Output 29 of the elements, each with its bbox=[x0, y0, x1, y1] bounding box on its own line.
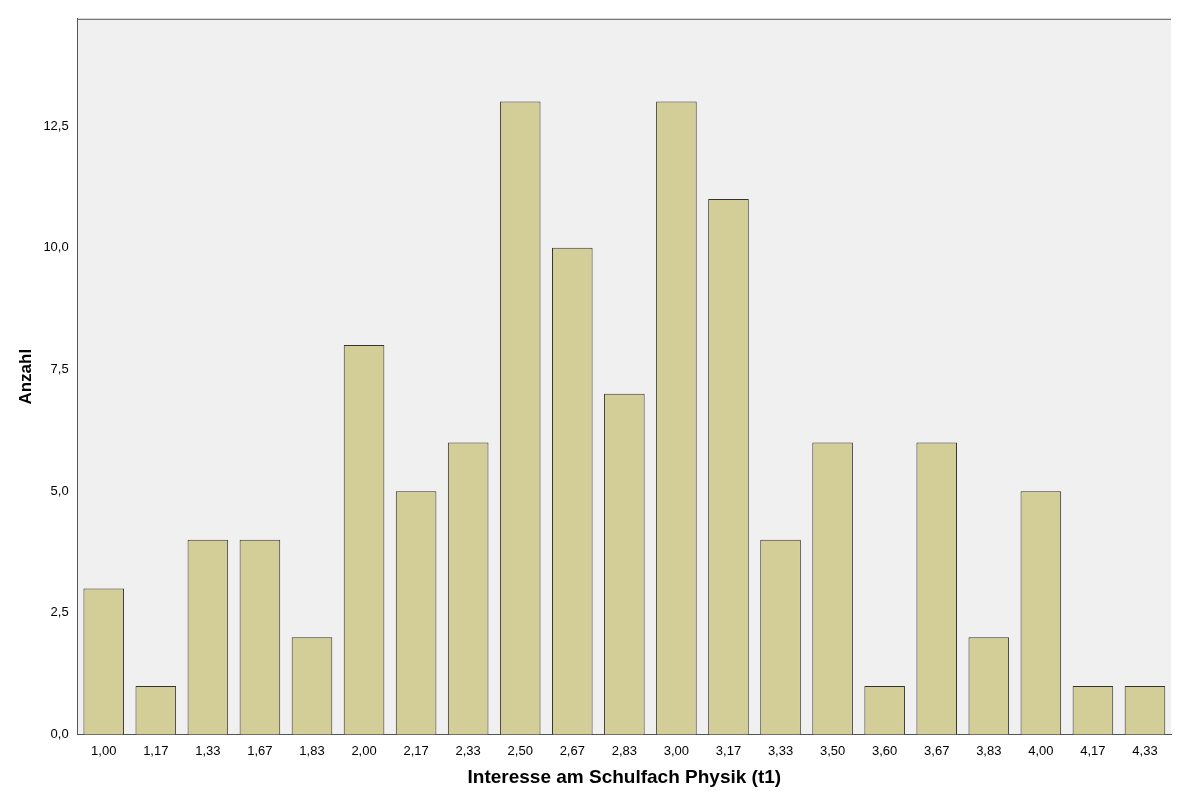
x-axis-title: Interesse am Schulfach Physik (t1) bbox=[467, 765, 782, 787]
x-tick-label: 3,83 bbox=[976, 742, 1002, 758]
y-tick-label: 0,0 bbox=[50, 726, 69, 742]
x-tick-label: 2,00 bbox=[351, 742, 377, 758]
y-tick-label: 10,0 bbox=[43, 239, 69, 255]
x-tick-label: 2,33 bbox=[455, 742, 481, 758]
y-tick-label: 7,5 bbox=[50, 360, 69, 376]
x-tick-label: 1,17 bbox=[143, 742, 169, 758]
x-tick-label: 1,83 bbox=[299, 742, 325, 758]
x-tick-label: 4,33 bbox=[1132, 742, 1158, 758]
x-tick-label: 3,50 bbox=[819, 742, 846, 758]
x-tick-label: 4,00 bbox=[1028, 742, 1054, 758]
y-tick-label: 2,5 bbox=[50, 604, 69, 620]
x-tick-label: 4,17 bbox=[1080, 742, 1106, 758]
y-tick-label: 5,0 bbox=[50, 482, 69, 498]
x-tick-label: 3,60 bbox=[872, 742, 898, 758]
x-tick-label: 1,67 bbox=[247, 742, 273, 758]
x-tick-label: 3,33 bbox=[767, 742, 794, 758]
x-tick-label: 3,17 bbox=[715, 742, 742, 758]
y-axis-title: Anzahl bbox=[15, 348, 35, 405]
x-tick-label: 1,00 bbox=[91, 742, 117, 758]
x-tick-label: 3,67 bbox=[924, 742, 950, 758]
x-tick-label: 2,83 bbox=[611, 742, 638, 758]
x-tick-label: 2,17 bbox=[403, 742, 429, 758]
x-tick-label: 3,00 bbox=[663, 742, 690, 758]
y-tick-label: 12,5 bbox=[43, 117, 69, 133]
x-tick-label: 2,50 bbox=[507, 742, 533, 758]
x-tick-label: 2,67 bbox=[559, 742, 585, 758]
x-tick-label: 1,33 bbox=[195, 742, 221, 758]
